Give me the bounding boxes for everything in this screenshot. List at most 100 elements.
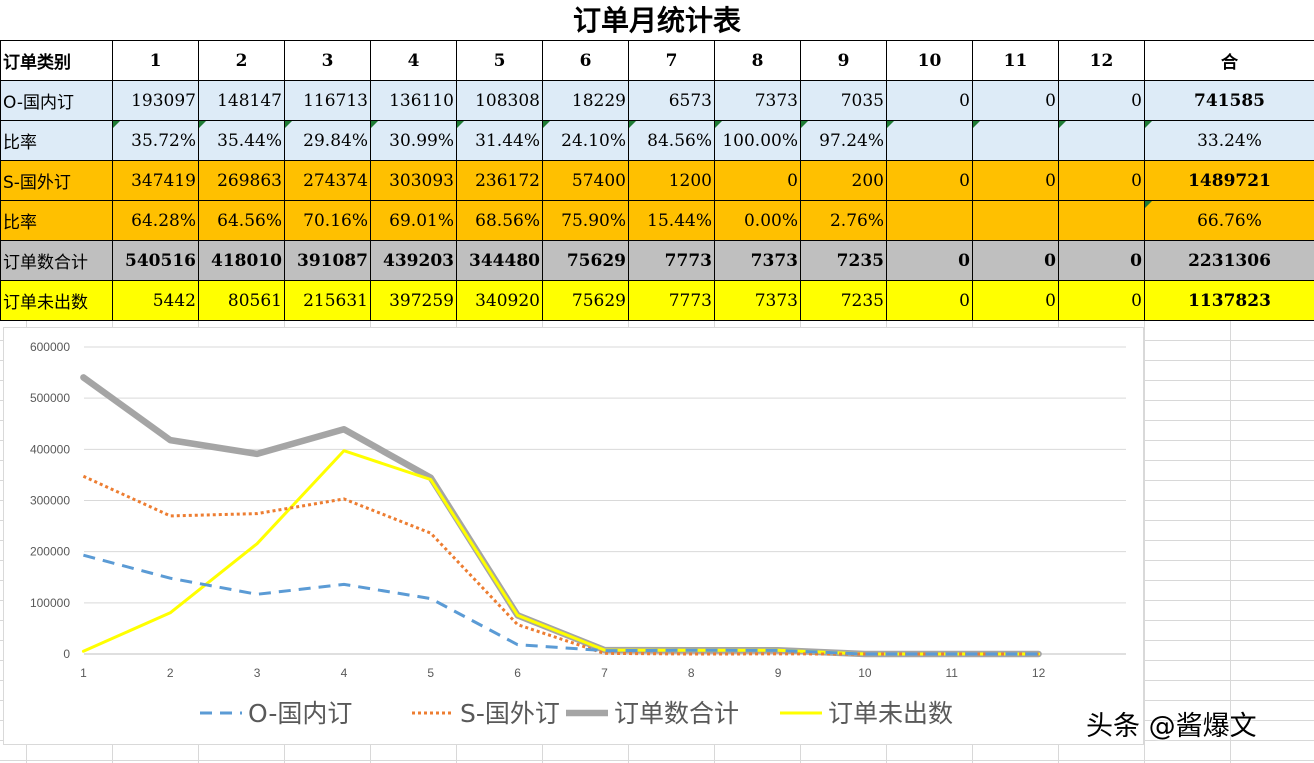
table-cell[interactable]: 5442 [112,280,199,321]
header-cell[interactable]: 10 [886,40,973,81]
header-category-cell[interactable]: 订单类别 [0,40,113,81]
row-total-cell[interactable]: 2231306 [1144,240,1314,281]
table-cell[interactable]: 0 [972,280,1059,321]
table-cell[interactable]: 397259 [370,280,457,321]
table-cell[interactable]: 269863 [198,160,285,201]
header-cell[interactable]: 4 [370,40,457,81]
table-cell[interactable]: 0 [886,80,973,121]
table-cell[interactable]: 6573 [628,80,715,121]
table-cell[interactable]: 200 [800,160,887,201]
table-cell[interactable]: 7373 [714,80,801,121]
table-cell[interactable]: 340920 [456,280,543,321]
table-cell[interactable] [886,200,973,241]
table-cell[interactable]: 439203 [370,240,457,281]
table-cell[interactable]: 136110 [370,80,457,121]
table-cell[interactable]: 57400 [542,160,629,201]
row-label-cell[interactable]: 比率 [0,120,113,161]
row-total-cell[interactable]: 33.24% [1144,120,1314,161]
table-cell[interactable]: 391087 [284,240,371,281]
table-cell[interactable]: 0 [886,240,973,281]
table-cell[interactable]: 0 [1058,80,1145,121]
table-cell[interactable]: 0 [1058,160,1145,201]
table-cell[interactable]: 274374 [284,160,371,201]
table-cell[interactable]: 75629 [542,280,629,321]
table-cell[interactable]: 97.24% [800,120,887,161]
table-cell[interactable]: 540516 [112,240,199,281]
header-cell[interactable]: 8 [714,40,801,81]
table-cell[interactable]: 7235 [800,280,887,321]
table-cell[interactable]: 0 [1058,280,1145,321]
table-cell[interactable]: 193097 [112,80,199,121]
header-cell[interactable]: 5 [456,40,543,81]
table-cell[interactable]: 7235 [800,240,887,281]
table-cell[interactable]: 0 [972,240,1059,281]
table-cell[interactable]: 70.16% [284,200,371,241]
table-cell[interactable]: 0 [972,160,1059,201]
table-cell[interactable]: 215631 [284,280,371,321]
table-cell[interactable]: 68.56% [456,200,543,241]
table-cell[interactable]: 80561 [198,280,285,321]
table-cell[interactable]: 35.72% [112,120,199,161]
row-label-cell[interactable]: O-国内订 [0,80,113,121]
table-cell[interactable]: 0 [1058,240,1145,281]
row-total-cell[interactable]: 1489721 [1144,160,1314,201]
row-total-cell[interactable]: 741585 [1144,80,1314,121]
x-tick-label: 8 [688,666,695,680]
header-cell[interactable]: 2 [198,40,285,81]
row-label-cell[interactable]: S-国外订 [0,160,113,201]
header-cell[interactable]: 6 [542,40,629,81]
table-cell[interactable]: 0 [886,280,973,321]
table-cell[interactable]: 64.28% [112,200,199,241]
table-cell[interactable] [1058,120,1145,161]
table-cell[interactable]: 418010 [198,240,285,281]
table-cell[interactable] [972,120,1059,161]
table-cell[interactable]: 2.76% [800,200,887,241]
table-cell[interactable]: 100.00% [714,120,801,161]
table-cell[interactable]: 35.44% [198,120,285,161]
table-cell[interactable]: 0 [714,160,801,201]
table-cell[interactable]: 0.00% [714,200,801,241]
table-cell[interactable]: 1200 [628,160,715,201]
table-cell[interactable]: 18229 [542,80,629,121]
header-cell[interactable]: 1 [112,40,199,81]
header-cell[interactable]: 12 [1058,40,1145,81]
header-cell[interactable]: 11 [972,40,1059,81]
row-label-cell[interactable]: 订单数合计 [0,240,113,281]
table-cell[interactable]: 69.01% [370,200,457,241]
table-cell[interactable]: 7035 [800,80,887,121]
line-chart[interactable]: 0 100000 200000 300000 400000 500000 600000 1 2 3… [3,327,1144,745]
table-cell[interactable]: 7773 [628,240,715,281]
table-cell[interactable]: 7373 [714,240,801,281]
table-cell[interactable]: 29.84% [284,120,371,161]
header-cell[interactable]: 合 [1144,40,1314,81]
header-cell[interactable]: 3 [284,40,371,81]
table-cell[interactable]: 116713 [284,80,371,121]
table-cell[interactable]: 0 [886,160,973,201]
table-cell[interactable]: 344480 [456,240,543,281]
table-cell[interactable]: 303093 [370,160,457,201]
row-total-cell[interactable]: 66.76% [1144,200,1314,241]
row-label-cell[interactable]: 比率 [0,200,113,241]
row-total-cell[interactable]: 1137823 [1144,280,1314,321]
table-cell[interactable] [972,200,1059,241]
table-cell[interactable]: 108308 [456,80,543,121]
table-cell[interactable]: 0 [972,80,1059,121]
table-cell[interactable]: 30.99% [370,120,457,161]
table-cell[interactable]: 236172 [456,160,543,201]
header-cell[interactable]: 9 [800,40,887,81]
table-cell[interactable]: 75.90% [542,200,629,241]
table-cell[interactable]: 7373 [714,280,801,321]
table-cell[interactable]: 64.56% [198,200,285,241]
table-cell[interactable]: 31.44% [456,120,543,161]
table-cell[interactable]: 347419 [112,160,199,201]
table-cell[interactable]: 148147 [198,80,285,121]
table-cell[interactable]: 75629 [542,240,629,281]
table-cell[interactable] [1058,200,1145,241]
header-cell[interactable]: 7 [628,40,715,81]
table-cell[interactable]: 15.44% [628,200,715,241]
table-cell[interactable]: 24.10% [542,120,629,161]
table-cell[interactable]: 84.56% [628,120,715,161]
table-cell[interactable]: 7773 [628,280,715,321]
row-label-cell[interactable]: 订单未出数 [0,280,113,321]
table-cell[interactable] [886,120,973,161]
